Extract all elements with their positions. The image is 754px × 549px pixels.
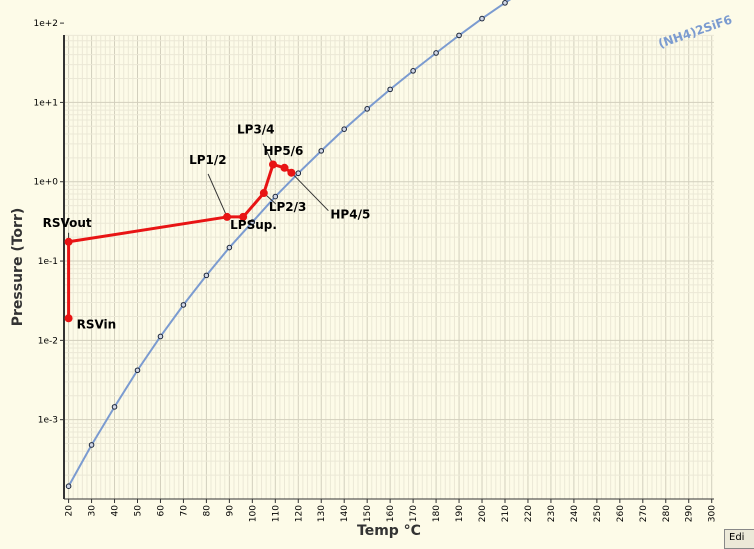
x-axis-title: Temp °C xyxy=(357,523,421,539)
leader-line xyxy=(207,173,228,218)
series-point xyxy=(364,106,370,112)
y-tick-label: 1e-2 xyxy=(38,336,58,346)
x-tick-label: 130 xyxy=(317,505,327,522)
series-point xyxy=(502,0,508,6)
series-point xyxy=(272,193,279,200)
x-tick-label: 280 xyxy=(662,505,672,522)
x-tick-label: 120 xyxy=(294,505,304,522)
leader-line xyxy=(291,172,329,212)
x-tick-label: 150 xyxy=(363,505,373,522)
series-point xyxy=(318,148,325,154)
process-path xyxy=(64,160,296,323)
y-axis-title: Pressure (Torr) xyxy=(10,208,26,326)
path-point xyxy=(64,314,73,323)
x-tick-label: 160 xyxy=(386,505,396,522)
path-point xyxy=(280,163,289,172)
series-point xyxy=(180,302,187,308)
series-point xyxy=(295,170,302,177)
x-tick-label: 110 xyxy=(271,505,281,522)
x-tick-label: 200 xyxy=(478,505,488,522)
x-tick-label: 50 xyxy=(133,505,143,517)
annotation-labels: RSVin RSVout LP1/2 LPSup. LP2/3 LP3/4 HP5/6 HP4… xyxy=(43,122,371,331)
series-point xyxy=(410,68,416,74)
series-point xyxy=(157,333,164,340)
x-tick-label: 300 xyxy=(708,505,718,522)
grid-lines xyxy=(64,34,714,500)
annotation-label: LP2/3 xyxy=(269,200,307,214)
x-tick-label: 170 xyxy=(409,505,419,522)
y-axis-ticks: 1e+31e+21e+11e+01e-11e-21e-3 xyxy=(33,19,64,426)
y-tick-label: 1e-3 xyxy=(38,416,58,426)
path-point xyxy=(64,237,73,246)
x-tick-label: 290 xyxy=(685,505,695,522)
x-axis-ticks: 20 30 40 50 60 70 80 90 100 110 120 130 140 150 160 170… xyxy=(65,499,718,522)
x-tick-label: 80 xyxy=(202,505,212,517)
series-point xyxy=(65,483,72,490)
x-tick-label: 140 xyxy=(340,505,350,522)
path-point xyxy=(287,168,296,177)
x-tick-label: 40 xyxy=(111,505,121,517)
x-tick-label: 270 xyxy=(639,505,649,522)
series-point xyxy=(433,50,439,56)
annotation-label: RSVin xyxy=(77,317,117,331)
y-tick-label: 1e+1 xyxy=(33,98,58,108)
series-point xyxy=(456,32,462,39)
y-tick-label: 1e-1 xyxy=(38,257,58,267)
annotation-label: RSVout xyxy=(43,216,92,230)
annotation-label: LPSup. xyxy=(230,218,277,232)
annotation-label: HP5/6 xyxy=(263,144,303,158)
plot-background xyxy=(64,35,714,499)
x-tick-label: 180 xyxy=(432,505,442,522)
series-point xyxy=(387,86,393,93)
series-layer xyxy=(65,0,512,490)
x-tick-label: 60 xyxy=(156,505,166,517)
series-point xyxy=(479,15,485,22)
series-point xyxy=(341,126,348,132)
annotation-label: HP4/5 xyxy=(330,208,370,222)
path-point xyxy=(259,189,268,198)
series-point xyxy=(134,367,141,374)
x-tick-label: 90 xyxy=(225,505,235,517)
path-point xyxy=(269,160,278,169)
annotation-label: LP3/4 xyxy=(237,122,275,136)
x-tick-label: 100 xyxy=(248,505,258,522)
x-tick-label: 20 xyxy=(65,505,75,517)
series-point xyxy=(249,219,256,225)
series-point xyxy=(203,272,210,279)
x-tick-label: 230 xyxy=(547,505,557,522)
edit-button[interactable]: Edi xyxy=(724,529,754,549)
series-point xyxy=(111,404,118,410)
x-tick-label: 260 xyxy=(616,505,626,522)
x-tick-label: 240 xyxy=(570,505,580,522)
x-tick-label: 220 xyxy=(524,505,534,522)
path-point xyxy=(223,212,232,221)
y-tick-label: 1e+2 xyxy=(33,19,58,29)
y-tick-label: 1e+0 xyxy=(33,178,58,188)
x-tick-label: 30 xyxy=(88,505,98,517)
x-tick-label: 250 xyxy=(593,505,603,522)
x-tick-label: 190 xyxy=(455,505,465,522)
x-tick-label: 210 xyxy=(501,505,511,522)
series-point xyxy=(88,442,95,448)
x-tick-label: 70 xyxy=(179,505,189,517)
series-point xyxy=(226,244,233,251)
path-point xyxy=(239,212,248,221)
annotation-label: LP1/2 xyxy=(189,153,227,167)
